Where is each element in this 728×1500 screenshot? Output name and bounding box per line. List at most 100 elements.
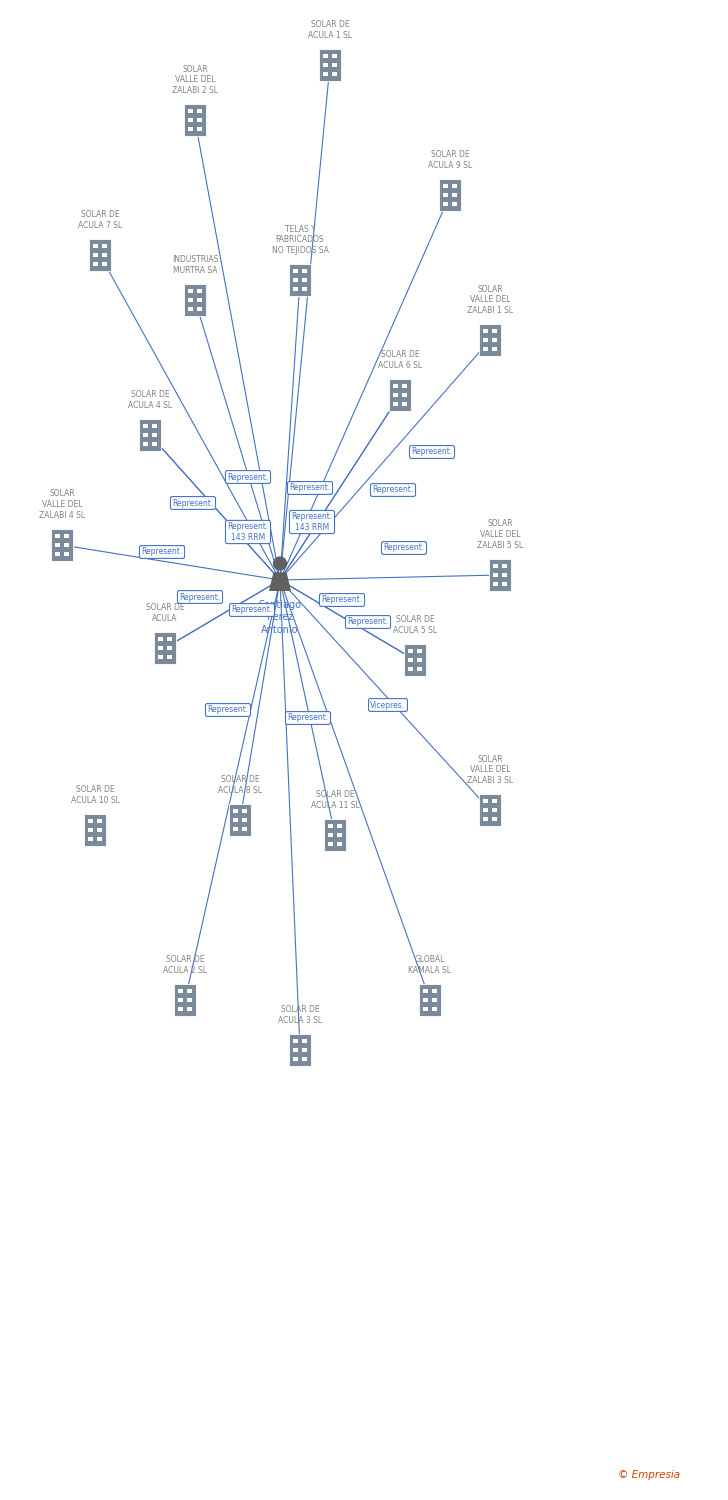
Text: SOLAR
VALLE DEL
ZALABI 4 SL: SOLAR VALLE DEL ZALABI 4 SL: [39, 489, 85, 520]
Bar: [328, 824, 333, 828]
Bar: [443, 184, 448, 188]
Bar: [452, 194, 457, 196]
Bar: [489, 560, 511, 591]
Text: SOLAR DE
ACULA 8 SL: SOLAR DE ACULA 8 SL: [218, 776, 262, 795]
Bar: [197, 290, 202, 292]
Bar: [55, 552, 60, 556]
Bar: [187, 998, 191, 1002]
Bar: [492, 808, 496, 812]
Bar: [102, 254, 107, 257]
Bar: [242, 827, 247, 831]
Text: SOLAR
VALLE DEL
ZALABI 5 SL: SOLAR VALLE DEL ZALABI 5 SL: [477, 519, 523, 550]
Bar: [324, 819, 346, 850]
Bar: [229, 804, 251, 836]
Bar: [64, 534, 69, 538]
Bar: [143, 433, 148, 436]
Bar: [483, 808, 488, 812]
Bar: [328, 842, 333, 846]
Bar: [188, 110, 193, 112]
Bar: [233, 827, 238, 831]
Bar: [393, 384, 398, 388]
Text: SOLAR DE
ACULA 4 SL: SOLAR DE ACULA 4 SL: [128, 390, 172, 410]
Bar: [337, 842, 342, 846]
Bar: [443, 202, 448, 206]
Bar: [88, 828, 93, 833]
Bar: [492, 346, 496, 351]
Bar: [423, 1007, 428, 1011]
Bar: [197, 118, 202, 122]
Bar: [93, 244, 98, 248]
Bar: [452, 202, 457, 206]
Bar: [417, 658, 422, 662]
Bar: [188, 128, 193, 130]
Text: SOLAR DE
ACULA 6 SL: SOLAR DE ACULA 6 SL: [378, 351, 422, 370]
Bar: [323, 54, 328, 58]
Bar: [452, 184, 457, 188]
Bar: [417, 650, 422, 652]
Text: Represent.: Represent.: [141, 548, 183, 556]
Bar: [152, 424, 157, 427]
Bar: [154, 632, 176, 664]
Bar: [158, 638, 163, 640]
Text: SOLAR DE
ACULA 2 SL: SOLAR DE ACULA 2 SL: [163, 956, 207, 975]
Bar: [293, 1040, 298, 1042]
Bar: [158, 656, 163, 658]
Text: SOLAR DE
ACULA: SOLAR DE ACULA: [146, 603, 184, 622]
Text: SOLAR DE
ACULA 3 SL: SOLAR DE ACULA 3 SL: [278, 1005, 322, 1025]
Bar: [184, 284, 206, 316]
Text: Represent.: Represent.: [289, 483, 331, 492]
Bar: [197, 110, 202, 112]
Bar: [167, 656, 172, 658]
Bar: [492, 800, 496, 802]
Text: SOLAR
VALLE DEL
ZALABI 2 SL: SOLAR VALLE DEL ZALABI 2 SL: [172, 64, 218, 94]
Bar: [158, 646, 163, 650]
Bar: [332, 63, 337, 68]
Bar: [97, 828, 102, 833]
Bar: [443, 194, 448, 196]
Bar: [64, 552, 69, 556]
Bar: [402, 384, 407, 388]
Text: Represent.: Represent.: [179, 592, 221, 602]
Bar: [102, 244, 107, 248]
Bar: [404, 644, 426, 676]
Text: Represent.
143 RRM: Represent. 143 RRM: [291, 513, 333, 531]
Bar: [88, 837, 93, 842]
Bar: [432, 998, 437, 1002]
Bar: [423, 988, 428, 993]
Bar: [393, 402, 398, 406]
Polygon shape: [269, 573, 291, 591]
Bar: [332, 72, 337, 76]
Bar: [289, 264, 311, 296]
Bar: [188, 118, 193, 122]
Bar: [233, 808, 238, 813]
Bar: [139, 419, 161, 452]
Bar: [302, 286, 306, 291]
Bar: [167, 638, 172, 640]
Text: INDUSTRIAS
MURTRA SA: INDUSTRIAS MURTRA SA: [172, 255, 218, 274]
Bar: [84, 815, 106, 846]
Bar: [152, 442, 157, 446]
Bar: [178, 988, 183, 993]
Bar: [432, 1007, 437, 1011]
Bar: [152, 433, 157, 436]
Bar: [242, 808, 247, 813]
Bar: [197, 308, 202, 310]
Bar: [389, 380, 411, 411]
Bar: [328, 833, 333, 837]
Bar: [184, 104, 206, 136]
Bar: [302, 278, 306, 282]
Bar: [483, 338, 488, 342]
Bar: [408, 658, 413, 662]
Text: SOLAR
VALLE DEL
ZALABI 1 SL: SOLAR VALLE DEL ZALABI 1 SL: [467, 285, 513, 315]
Text: Represent.: Represent.: [232, 606, 272, 615]
Bar: [332, 54, 337, 58]
Bar: [293, 286, 298, 291]
Bar: [417, 668, 422, 670]
Text: SOLAR DE
ACULA 7 SL: SOLAR DE ACULA 7 SL: [78, 210, 122, 230]
Bar: [197, 298, 202, 302]
Bar: [479, 794, 501, 826]
Bar: [323, 72, 328, 76]
Text: Represent.: Represent.: [227, 472, 269, 482]
Bar: [319, 50, 341, 81]
Bar: [419, 984, 441, 1016]
